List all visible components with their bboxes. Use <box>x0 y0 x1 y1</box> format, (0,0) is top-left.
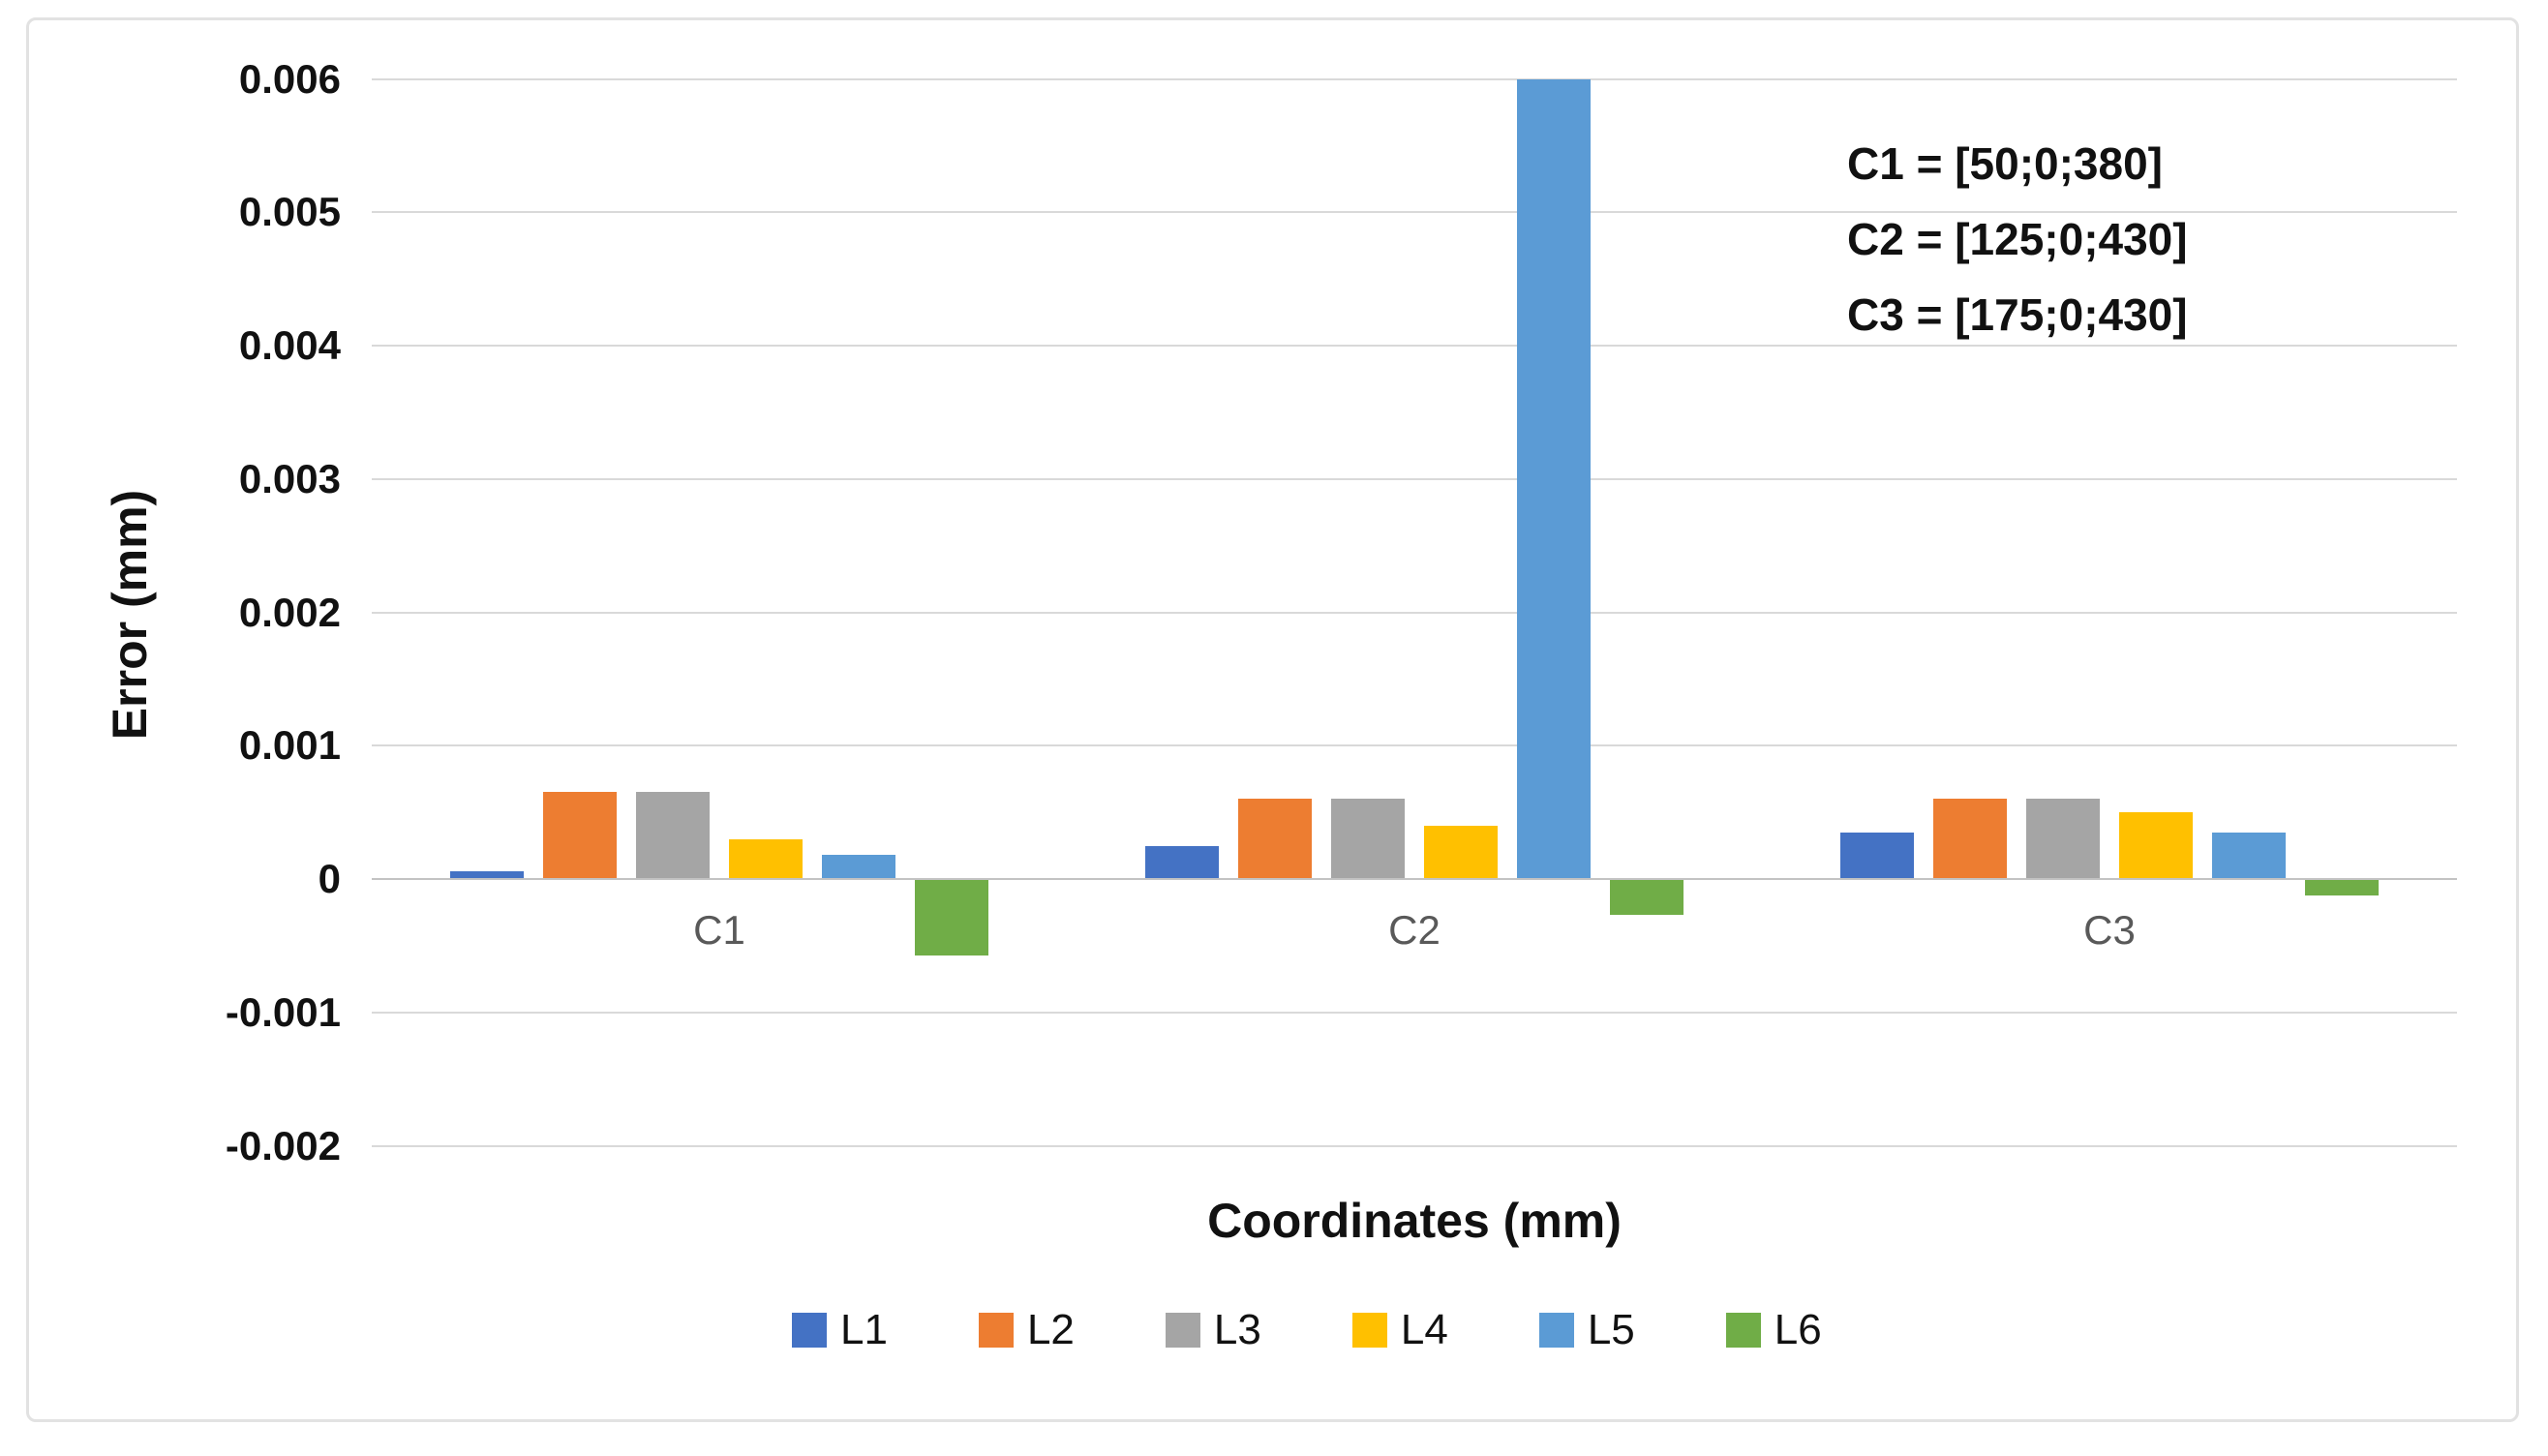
x-category-label: C3 <box>2083 907 2136 953</box>
bar-L6-C1 <box>915 880 988 956</box>
legend-label: L2 <box>1026 1306 1075 1353</box>
y-tick-label: -0.002 <box>225 1122 341 1168</box>
bar-L1-C3 <box>1840 832 1914 878</box>
legend-label: L4 <box>1400 1306 1448 1353</box>
legend-swatch-icon <box>1725 1313 1761 1348</box>
y-tick-label: 0.001 <box>238 722 341 769</box>
legend-item-L6: L6 <box>1725 1306 1822 1353</box>
bar-L3-C2 <box>1331 799 1405 878</box>
x-category-label: C2 <box>1388 907 1441 953</box>
legend-label: L3 <box>1213 1306 1261 1353</box>
legend-swatch-icon <box>978 1313 1014 1348</box>
y-tick-label: 0.005 <box>238 189 341 235</box>
legend-item-L1: L1 <box>792 1309 888 1351</box>
y-tick-label: -0.001 <box>225 988 341 1035</box>
bar-L5-C3 <box>2212 832 2286 878</box>
bar-L5-C1 <box>822 855 895 878</box>
bar-L5-C2 <box>1517 78 1591 878</box>
legend-label: L1 <box>840 1306 888 1353</box>
bar-L2-C2 <box>1238 799 1312 878</box>
bar-L2-C3 <box>1933 799 2007 878</box>
bar-L1-C1 <box>450 870 524 878</box>
bar-L4-C1 <box>729 838 803 878</box>
bar-L4-C2 <box>1424 825 1498 878</box>
gridline <box>372 611 2457 614</box>
bar-L4-C3 <box>2119 812 2193 878</box>
legend-item-L2: L2 <box>978 1306 1075 1353</box>
x-axis-title: Coordinates (mm) <box>1207 1194 1622 1248</box>
y-tick-label: 0.004 <box>238 322 341 368</box>
gridline <box>372 744 2457 747</box>
gridline <box>372 1011 2457 1014</box>
bar-L6-C2 <box>1610 880 1684 916</box>
bar-L3-C1 <box>636 792 710 878</box>
gridline <box>372 1144 2457 1147</box>
gridline <box>372 77 2457 80</box>
annotation-line: C1 = [50;0;380] <box>1847 138 2163 189</box>
legend-swatch-icon <box>1351 1313 1387 1348</box>
y-tick-label: 0.006 <box>238 55 341 102</box>
annotation-box: C1 = [50;0;380] C2 = [125;0;430] C3 = [175… <box>1830 108 2401 366</box>
y-tick-label: 0.002 <box>238 589 341 635</box>
legend-swatch-icon <box>1165 1313 1200 1348</box>
bar-L6-C3 <box>2305 880 2379 895</box>
legend-label: L6 <box>1774 1306 1822 1353</box>
zero-axis-line <box>372 878 2457 880</box>
bar-L3-C3 <box>2026 799 2100 878</box>
annotation-line: C3 = [175;0;430] <box>1847 289 2188 340</box>
legend-swatch-icon <box>792 1313 827 1348</box>
bar-L1-C2 <box>1145 845 1219 878</box>
legend-swatch-icon <box>1538 1313 1574 1348</box>
gridline <box>372 477 2457 480</box>
y-tick-label: 0.003 <box>238 455 341 501</box>
legend: L1 L2 L3 L4 L5 L6 <box>792 1309 1822 1351</box>
annotation-line: C2 = [125;0;430] <box>1847 214 2188 264</box>
bar-L2-C1 <box>543 792 617 878</box>
legend-item-L4: L4 <box>1351 1306 1448 1353</box>
x-category-label: C1 <box>693 907 745 953</box>
legend-item-L5: L5 <box>1538 1306 1635 1353</box>
gridline <box>372 211 2457 214</box>
y-tick-label: 0 <box>318 856 341 901</box>
gridline <box>372 345 2457 347</box>
legend-item-L3: L3 <box>1165 1306 1261 1353</box>
legend-label: L5 <box>1587 1306 1635 1353</box>
